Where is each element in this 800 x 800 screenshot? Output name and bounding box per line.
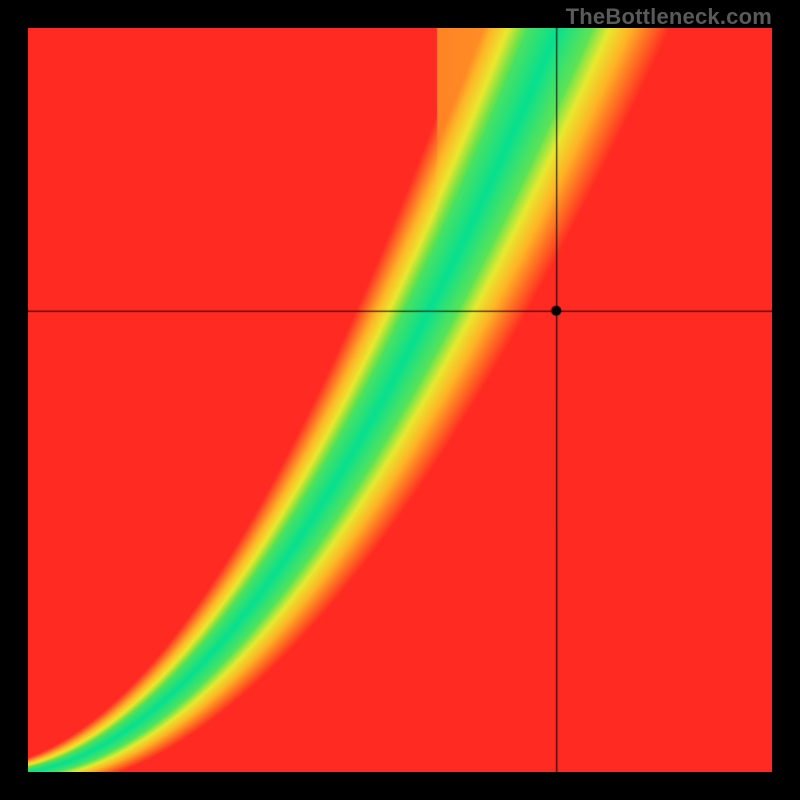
watermark-text: TheBottleneck.com <box>566 4 772 30</box>
bottleneck-heatmap <box>28 28 772 772</box>
chart-frame: TheBottleneck.com <box>0 0 800 800</box>
